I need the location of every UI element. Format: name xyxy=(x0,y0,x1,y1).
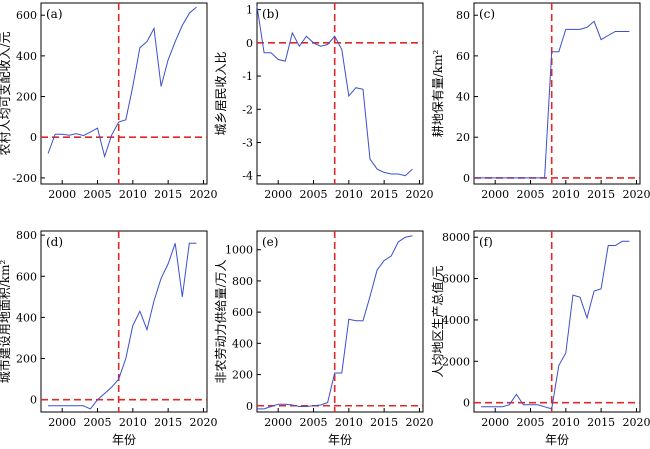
x-tick-label: 2005 xyxy=(84,416,112,429)
y-tick-label: 1000 xyxy=(225,244,253,257)
y-tick-label: 600 xyxy=(16,9,37,22)
chart-panel-1: 2000 2005 2010 2015 2020 -200 0 200 400 600 (a) 农村人… xyxy=(0,2,217,201)
y-tick-label: 1 xyxy=(246,4,253,17)
x-tick-label: 2010 xyxy=(552,416,580,429)
series-line-1 xyxy=(481,240,630,410)
series-line-1 xyxy=(48,242,197,410)
y-tick-label: 200 xyxy=(232,369,253,382)
x-tick-label: 2010 xyxy=(335,188,363,201)
x-tick-label: 2015 xyxy=(370,416,398,429)
plot-frame xyxy=(40,2,208,185)
y-axis-label: 城乡居民收入比 xyxy=(214,51,228,135)
y-axis-label: 耕地保有量/km² xyxy=(430,50,445,138)
panel-label: (b) xyxy=(262,7,279,21)
y-tick-label: 200 xyxy=(16,353,37,366)
x-tick-label: 2005 xyxy=(300,188,328,201)
x-tick-label: 2020 xyxy=(405,188,433,201)
series-line-1 xyxy=(256,6,413,177)
series-line-1 xyxy=(474,20,630,179)
plot-frame xyxy=(256,230,424,413)
y-tick-label: 800 xyxy=(232,275,253,288)
y-tick-label: 0 xyxy=(463,172,470,185)
y-axis-label: 城市建设用地面积/km² xyxy=(0,260,12,384)
y-tick-label: 40 xyxy=(456,91,470,104)
y-tick-label: 6000 xyxy=(442,273,470,286)
x-tick-label: 2015 xyxy=(370,188,398,201)
x-tick-label: 2015 xyxy=(154,416,182,429)
x-tick-label: 2020 xyxy=(622,416,650,429)
y-tick-label: 400 xyxy=(16,311,37,324)
x-tick-label: 2000 xyxy=(48,188,76,201)
y-tick-label: 200 xyxy=(16,91,37,104)
panel-label: (a) xyxy=(46,7,63,21)
x-axis-label: 年份 xyxy=(328,433,352,447)
y-tick-label: 0 xyxy=(30,131,37,144)
y-tick-label: 600 xyxy=(232,306,253,319)
x-tick-label: 2010 xyxy=(552,188,580,201)
y-tick-label: 400 xyxy=(16,50,37,63)
y-axis-label: 人均地区生产总值/元 xyxy=(430,265,445,377)
y-tick-label: 60 xyxy=(456,50,470,63)
chart-panel-3: 2000 2005 2010 2015 2020 0 20 40 60 80 (c) 耕地保有量/km… xyxy=(430,2,650,201)
x-tick-label: 2010 xyxy=(119,416,147,429)
x-tick-label: 2000 xyxy=(481,188,509,201)
chart-panel-5: 2000 2005 2010 2015 2020 0 200 400 600 800 1000 (e)… xyxy=(214,230,433,447)
y-tick-label: 800 xyxy=(16,229,37,242)
y-tick-label: 0 xyxy=(246,37,253,50)
plot-frame xyxy=(256,2,424,185)
plot-frame xyxy=(473,230,641,413)
y-tick-label: 80 xyxy=(456,9,470,22)
x-tick-label: 2005 xyxy=(517,188,545,201)
plot-frame xyxy=(473,2,641,185)
y-tick-label: 400 xyxy=(232,337,253,350)
y-axis-label: 非农劳动力供给量/万人 xyxy=(214,259,228,383)
y-tick-label: -4 xyxy=(242,170,253,183)
y-tick-label: 600 xyxy=(16,270,37,283)
plot-frame xyxy=(40,230,208,413)
x-tick-label: 2020 xyxy=(189,416,217,429)
x-tick-label: 2020 xyxy=(622,188,650,201)
x-tick-label: 2005 xyxy=(84,188,112,201)
x-axis-label: 年份 xyxy=(112,433,136,447)
x-tick-label: 2015 xyxy=(154,188,182,201)
y-tick-label: 4000 xyxy=(442,314,470,327)
y-tick-label: -200 xyxy=(12,172,37,185)
chart-panel-4: 2000 2005 2010 2015 2020 0 200 400 600 800 (d) 城市建设… xyxy=(0,229,217,447)
x-tick-label: 2000 xyxy=(264,416,292,429)
y-axis-label: 农村人均可支配收入/元 xyxy=(0,31,12,155)
series-line-1 xyxy=(257,235,413,410)
x-tick-label: 2000 xyxy=(264,188,292,201)
chart-panel-6: 2000 2005 2010 2015 2020 0 2000 4000 6000 8000 (f)… xyxy=(430,230,650,447)
y-tick-label: 0 xyxy=(30,394,37,407)
panel-label: (e) xyxy=(262,235,278,249)
x-tick-label: 2000 xyxy=(481,416,509,429)
panel-label: (d) xyxy=(46,235,63,249)
y-tick-label: 0 xyxy=(463,397,470,410)
x-tick-label: 2010 xyxy=(119,188,147,201)
series-line-1 xyxy=(47,6,197,159)
x-tick-label: 2005 xyxy=(300,416,328,429)
y-tick-label: -1 xyxy=(242,70,253,83)
y-tick-label: -2 xyxy=(242,103,253,116)
x-tick-label: 2015 xyxy=(587,416,615,429)
x-tick-label: 2020 xyxy=(405,416,433,429)
y-tick-label: 2000 xyxy=(442,355,470,368)
x-tick-label: 2010 xyxy=(335,416,363,429)
chart-panel-2: 2000 2005 2010 2015 2020 -4 -3 -2 -1 0 1 (b) 城乡居民收入比 xyxy=(214,2,433,201)
panel-label: (c) xyxy=(479,7,495,21)
panel-label: (f) xyxy=(479,235,493,249)
y-tick-label: 0 xyxy=(246,400,253,413)
x-axis-label: 年份 xyxy=(545,433,569,447)
x-tick-label: 2015 xyxy=(587,188,615,201)
y-tick-label: 8000 xyxy=(442,231,470,244)
x-tick-label: 2005 xyxy=(517,416,545,429)
x-tick-label: 2020 xyxy=(189,188,217,201)
y-tick-label: 20 xyxy=(456,131,470,144)
x-tick-label: 2000 xyxy=(48,416,76,429)
y-tick-label: -3 xyxy=(242,136,253,149)
